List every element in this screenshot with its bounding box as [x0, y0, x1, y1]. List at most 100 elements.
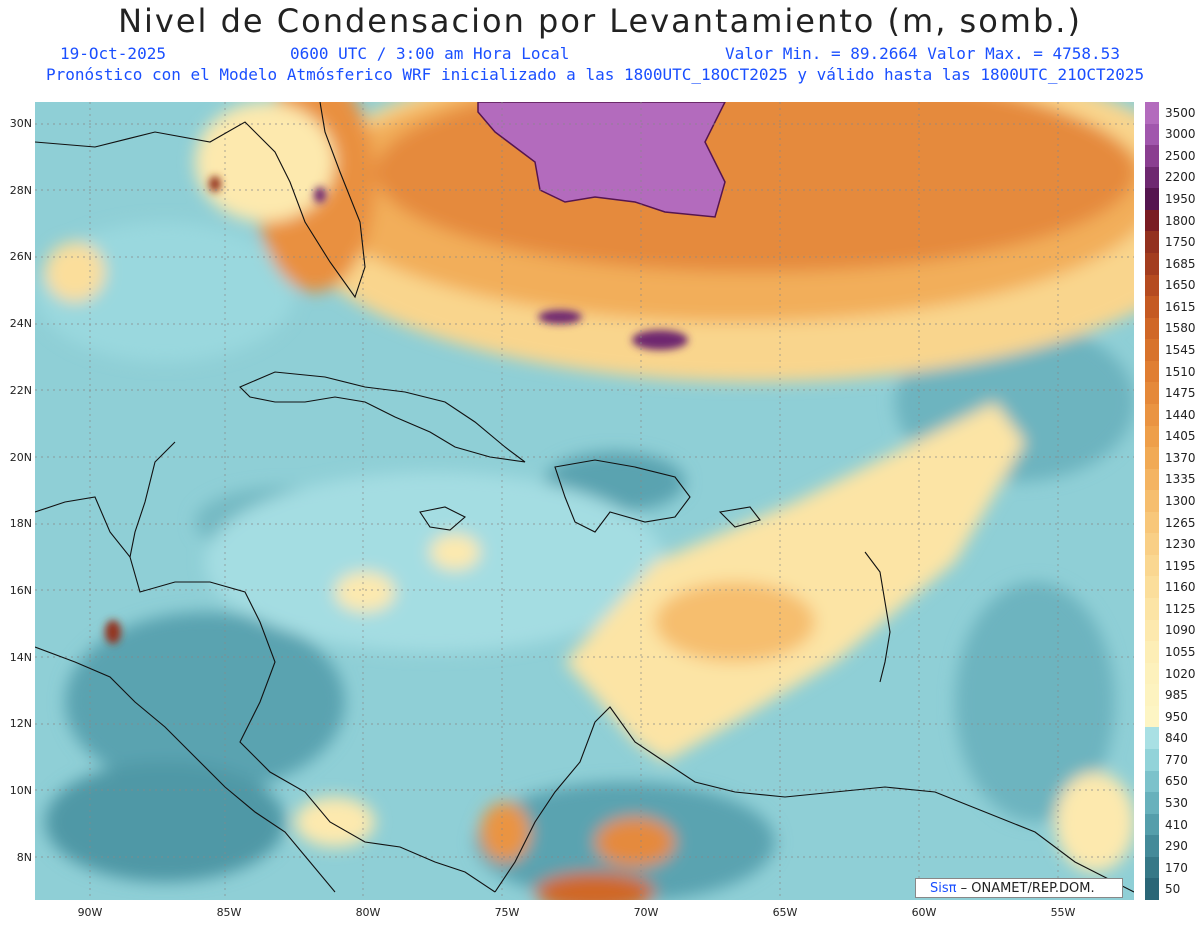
colorbar-swatch: [1145, 209, 1159, 232]
colorbar-label: 1090: [1165, 623, 1196, 638]
colorbar-swatch: [1145, 749, 1159, 772]
colorbar-swatch: [1145, 770, 1159, 793]
colorbar-swatch: [1145, 252, 1159, 276]
colorbar-swatch: [1145, 360, 1159, 383]
colorbar-swatch: [1145, 425, 1159, 448]
colorbar-label: 410: [1165, 817, 1188, 832]
colorbar-label: 1195: [1165, 558, 1196, 573]
graticule: [35, 102, 1134, 900]
colorbar-label: 1440: [1165, 407, 1196, 422]
credit-brand: Sisπ: [930, 881, 957, 896]
colorbar-label: 290: [1165, 839, 1188, 854]
lat-tick-label: 20N: [9, 450, 32, 464]
lat-tick-label: 30N: [9, 117, 32, 130]
colorbar-swatch: [1145, 317, 1159, 340]
colorbar-label: 1230: [1165, 537, 1196, 552]
credit-text: – ONAMET/REP.DOM.: [960, 881, 1095, 896]
lat-tick-label: 22N: [9, 383, 32, 397]
colorbar: [1145, 102, 1159, 901]
coastlines: [35, 102, 1134, 893]
colorbar-swatch: [1145, 511, 1159, 534]
lat-tick-label: 28N: [9, 183, 32, 197]
colorbar-label: 985: [1165, 688, 1188, 703]
lon-tick-label: 70W: [633, 906, 659, 919]
colorbar-label: 3500: [1165, 105, 1196, 120]
colorbar-label: 1370: [1165, 450, 1196, 465]
colorbar-label: 1750: [1165, 235, 1196, 250]
high-lcl-region: [477, 102, 726, 218]
colorbar-label: 1580: [1165, 321, 1196, 336]
colorbar-label: 1475: [1165, 386, 1196, 401]
colorbar-label: 1615: [1165, 299, 1196, 314]
colorbar-swatch: [1145, 339, 1159, 362]
colorbar-swatch: [1145, 662, 1159, 685]
colorbar-swatch: [1145, 792, 1159, 815]
dark-patches: [105, 176, 688, 644]
colorbar-swatch: [1145, 166, 1159, 189]
colorbar-swatch: [1145, 382, 1159, 405]
colorbar-label: 1125: [1165, 601, 1196, 616]
colorbar-swatch: [1145, 878, 1159, 901]
lon-tick-label: 80W: [355, 906, 381, 919]
lat-tick-label: 14N: [9, 650, 32, 664]
colorbar-label: 1300: [1165, 494, 1196, 508]
colorbar-swatch: [1145, 447, 1159, 470]
lon-tick-label: 55W: [1050, 906, 1076, 919]
colorbar-label: 1160: [1165, 580, 1196, 595]
colorbar-label: 2500: [1165, 148, 1196, 163]
forecast-date: 19-Oct-2025: [60, 44, 166, 63]
colorbar-label: 840: [1165, 731, 1188, 746]
colorbar-label: 1405: [1165, 429, 1196, 444]
min-max-values: Valor Min. = 89.2664 Valor Max. = 4758.5…: [725, 44, 1120, 63]
forecast-time: 0600 UTC / 3:00 am Hora Local: [290, 44, 570, 63]
colorbar-label: 50: [1165, 882, 1181, 897]
colorbar-swatch: [1145, 123, 1159, 146]
colorbar-swatch: [1145, 813, 1159, 836]
colorbar-swatch: [1145, 576, 1159, 599]
colorbar-swatch: [1145, 468, 1159, 491]
lat-tick-label: 18N: [9, 517, 32, 531]
colorbar-swatch: [1145, 554, 1159, 577]
colorbar-label: 2200: [1165, 170, 1196, 185]
colorbar-label: 1265: [1165, 515, 1196, 530]
colorbar-swatch: [1145, 403, 1159, 426]
colorbar-swatch: [1145, 274, 1159, 297]
colorbar-swatch: [1145, 727, 1159, 750]
lat-tick-label: 26N: [9, 250, 32, 264]
colorbar-label: 1020: [1165, 666, 1196, 681]
lon-tick-label: 90W: [77, 906, 103, 919]
colorbar-label: 950: [1165, 709, 1188, 724]
lat-tick-label: 12N: [9, 717, 32, 731]
colorbar-swatch: [1145, 598, 1159, 621]
lon-tick-label: 60W: [911, 906, 937, 919]
colorbar-swatch: [1145, 188, 1159, 211]
colorbar-label: 1950: [1165, 192, 1196, 207]
colorbar-label: 3000: [1165, 127, 1196, 142]
lat-tick-label: 24N: [9, 317, 32, 331]
colorbar-label: 770: [1165, 752, 1188, 767]
lat-tick-label: 10N: [9, 784, 32, 797]
colorbar-swatch: [1145, 641, 1159, 664]
colorbar-swatch: [1145, 145, 1159, 168]
shaded-field: [35, 102, 1134, 900]
colorbar-swatch: [1145, 684, 1159, 707]
colorbar-label: 170: [1165, 860, 1188, 875]
colorbar-swatch: [1145, 533, 1159, 556]
colorbar-swatch: [1145, 835, 1159, 858]
colorbar-swatch: [1145, 102, 1159, 125]
colorbar-label: 1800: [1165, 213, 1196, 228]
colorbar-swatch: [1145, 856, 1159, 879]
colorbar-swatch: [1145, 619, 1159, 642]
lon-tick-label: 85W: [216, 906, 242, 919]
map-title: Nivel de Condensacion por Levantamiento …: [118, 2, 1082, 40]
colorbar-swatch: [1145, 296, 1159, 319]
model-description: Pronóstico con el Modelo Atmósferico WRF…: [46, 65, 1145, 84]
colorbar-label: 530: [1165, 795, 1188, 810]
colorbar-label: 1545: [1165, 343, 1196, 358]
credit-box: Sisπ – ONAMET/REP.DOM.: [915, 878, 1123, 898]
colorbar-label: 1335: [1165, 472, 1196, 487]
colorbar-swatch: [1145, 490, 1159, 513]
colorbar-label: 1055: [1165, 644, 1196, 659]
colorbar-label: 1685: [1165, 256, 1196, 271]
lon-tick-label: 65W: [772, 906, 798, 919]
